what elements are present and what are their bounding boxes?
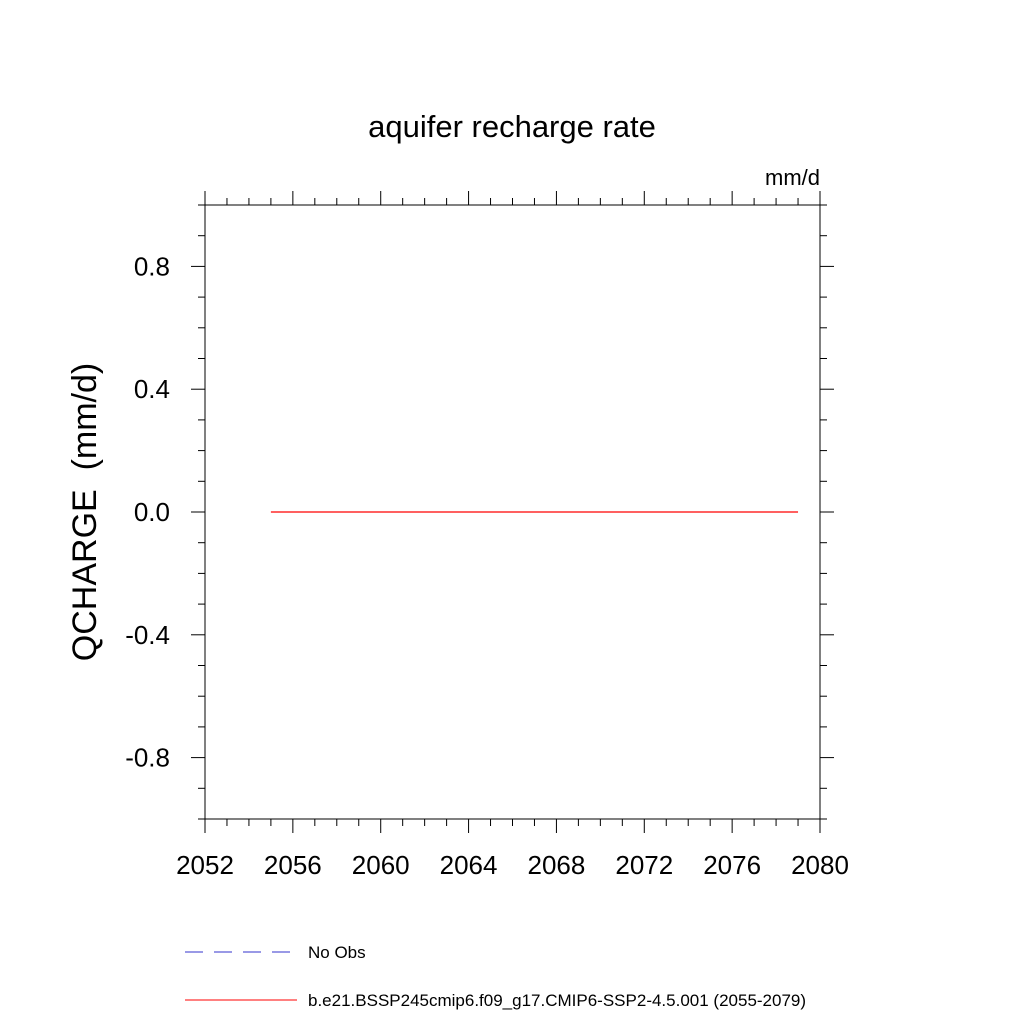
y-tick-label: -0.4	[125, 620, 170, 650]
y-axis-label: QCHARGE (mm/d)	[66, 363, 104, 661]
x-tick-label: 2060	[352, 850, 410, 880]
axis-ticks	[191, 191, 834, 833]
y-tick-label: -0.8	[125, 743, 170, 773]
x-tick-label: 2080	[791, 850, 849, 880]
legend: No Obs b.e21.BSSP245cmip6.f09_g17.CMIP6-S…	[185, 943, 806, 1010]
x-tick-label: 2052	[176, 850, 234, 880]
units-label: mm/d	[765, 165, 820, 190]
chart-title: aquifer recharge rate	[368, 109, 656, 144]
x-tick-label: 2072	[615, 850, 673, 880]
x-tick-label: 2064	[440, 850, 498, 880]
legend-label: No Obs	[308, 943, 366, 962]
legend-label: b.e21.BSSP245cmip6.f09_g17.CMIP6-SSP2-4.…	[308, 991, 806, 1010]
x-tick-label: 2068	[528, 850, 586, 880]
tick-labels: 2052 2056 2060 2064 2068 2072 2076 2080 0.8 0.4 0.…	[125, 251, 849, 880]
y-tick-label: 0.0	[134, 497, 170, 527]
y-tick-label: 0.4	[134, 374, 170, 404]
x-tick-label: 2056	[264, 850, 322, 880]
y-tick-label: 0.8	[134, 251, 170, 281]
x-tick-label: 2076	[703, 850, 761, 880]
